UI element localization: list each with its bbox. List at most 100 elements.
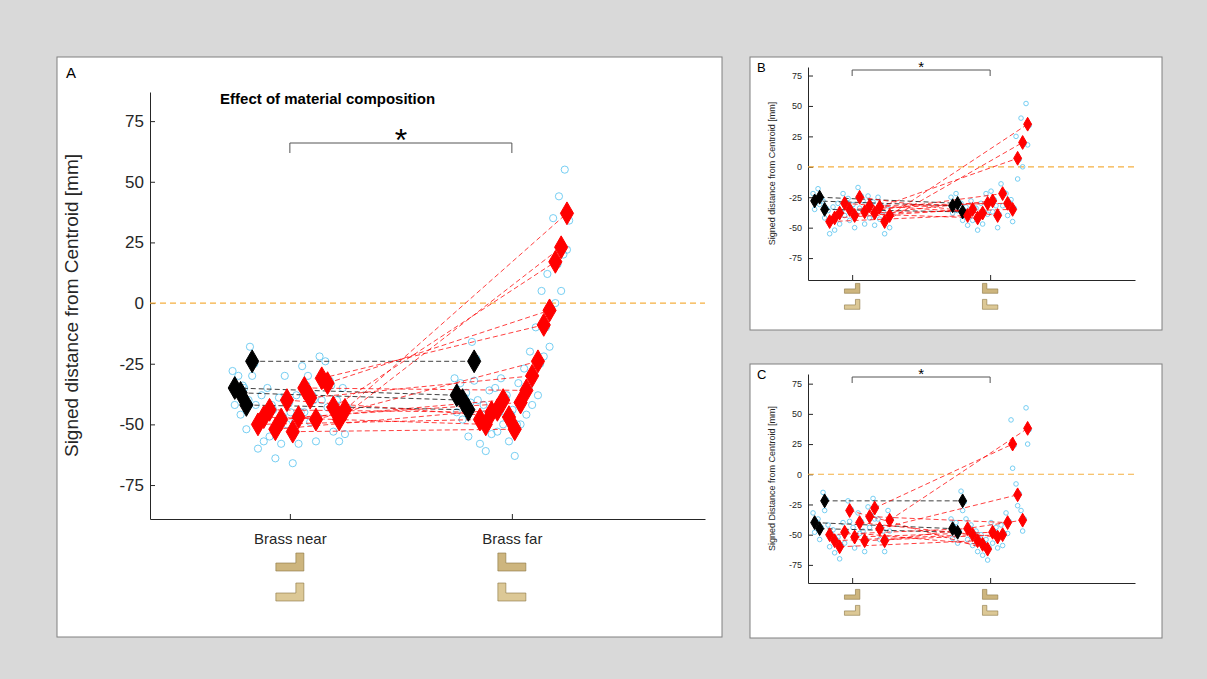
trial-point [482,447,489,454]
panel-frame [57,57,722,637]
x-tick-mark [852,578,853,583]
y-tick: 75 [792,379,813,389]
trial-point [295,440,302,447]
participant-mean [1019,136,1027,150]
trial-point [1019,508,1024,513]
trial-point [529,401,536,408]
plot-area [808,101,1135,236]
trial-point [872,223,877,228]
participant-line [875,209,1013,213]
participant-mean [994,209,1002,223]
participant-mean [954,525,962,539]
trial-point [989,189,994,194]
trial-point [505,438,512,445]
participant-mean [836,206,844,220]
x-tick-label: Brass near [254,530,327,547]
y-tick-mark [150,121,155,122]
panel-label: A [66,64,76,81]
participant-line [840,213,978,218]
trial-point [515,380,522,387]
trial-point [847,519,852,524]
y-tick-mark [808,106,813,107]
trial-point [811,511,816,516]
y-tick-label: 75 [125,112,144,131]
panel-label: B [757,60,766,75]
trial-point [246,343,253,350]
trial-point [999,182,1004,187]
trial-point [336,438,343,445]
trial-point [534,392,541,399]
trial-point [867,525,872,530]
y-tick: -25 [119,355,155,374]
participant-mean [246,350,259,373]
trial-point [995,225,1000,230]
y-tick: 25 [792,439,813,449]
trial-point [827,231,832,236]
trial-point [272,455,279,462]
participant-mean [309,408,322,431]
y-tick-label: 25 [125,233,144,252]
x-tick-mark [852,275,853,280]
y-tick-label: -25 [789,500,802,510]
y-tick-mark [808,136,813,137]
significance-label: * [918,58,924,75]
participant-mean [321,372,334,395]
chart-title: Effect of material composition [220,90,435,107]
trial-point [822,508,827,513]
x-tick-mark [512,514,513,519]
plot-area [808,406,1135,563]
participant-mean [338,398,351,421]
participant-mean [1019,513,1027,527]
trial-point [965,223,970,228]
trial-point [1019,116,1024,121]
participant-line [890,124,1028,215]
trial-point [975,549,980,554]
participant-line [885,142,1023,221]
background [0,0,1207,679]
trial-point [954,191,959,196]
y-tick: 75 [792,71,813,81]
y-axis-line [808,68,809,281]
zero-line [150,302,705,303]
y-tick: 50 [792,409,813,419]
trial-point [281,372,288,379]
y-tick: 50 [125,173,155,192]
y-axis: -75-50-250255075 [789,68,813,281]
y-tick-label: -75 [789,253,802,263]
y-tick-mark [150,242,155,243]
trial-point [1014,482,1019,487]
y-tick-label: 25 [792,439,802,449]
trial-point [980,553,985,558]
participant-mean [1004,516,1012,530]
x-tick-label: Brass far [482,530,542,547]
trial-point [882,549,887,554]
participant-mean [531,350,544,373]
participant-line [339,247,561,419]
y-tick-mark [808,228,813,229]
trial-point [995,546,1000,551]
y-axis-line [808,375,809,584]
y-tick: 25 [792,132,813,142]
participant-mean [984,542,992,556]
object-icon [844,283,859,293]
participant-mean [462,398,475,421]
trial-point [299,363,306,370]
trial-point [465,433,472,440]
y-tick: -50 [789,223,813,233]
participant-mean [1014,488,1022,502]
trial-point [278,440,285,447]
y-tick-label: 75 [792,379,802,389]
participant-line [885,520,1023,541]
y-axis-title: Signed Distance from Centroid [mm] [767,406,777,551]
participant-mean [560,202,573,225]
trial-point [538,287,545,294]
participant-mean [876,200,884,214]
y-tick-label: 75 [792,71,802,81]
trial-point [1024,406,1029,411]
participant-line [345,213,567,410]
trial-point [975,228,980,233]
zero-line [808,166,1135,167]
y-tick-mark [808,414,813,415]
trial-point [866,194,871,199]
participant-mean [836,540,844,554]
